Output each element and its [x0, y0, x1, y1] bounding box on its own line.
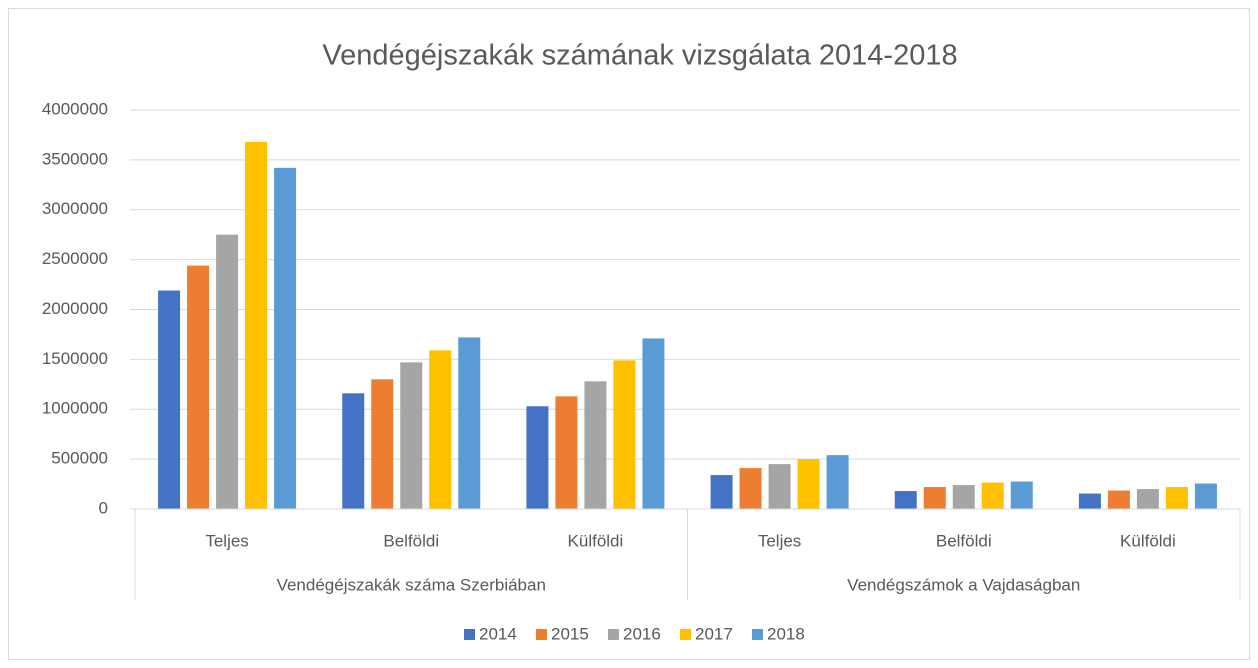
y-tick-label: 1500000 [42, 349, 108, 368]
bar [1010, 481, 1033, 509]
bar [613, 360, 636, 509]
legend-label: 2017 [695, 624, 733, 643]
x-tick-label: Belföldi [936, 531, 992, 550]
y-tick-label: 0 [99, 498, 108, 517]
bar [1078, 493, 1101, 509]
bar [1165, 487, 1188, 509]
bar [642, 338, 665, 509]
y-tick-label: 500000 [51, 449, 108, 468]
legend-label: 2016 [623, 624, 661, 643]
legend-label: 2014 [479, 624, 517, 643]
bar [400, 362, 423, 509]
legend-swatch [680, 629, 691, 640]
group-label: Vendégéjszakák száma Szerbiában [277, 575, 546, 594]
bar [826, 455, 849, 509]
bar [797, 459, 820, 509]
legend-label: 2015 [551, 624, 589, 643]
x-tick-label: Belföldi [383, 531, 439, 550]
bar [342, 393, 365, 509]
bar [555, 396, 578, 509]
bar [584, 381, 607, 509]
bar [371, 379, 394, 509]
bar [952, 485, 975, 509]
bar [187, 265, 210, 509]
y-tick-label: 1000000 [42, 399, 108, 418]
bar [158, 290, 181, 509]
legend-swatch [752, 629, 763, 640]
x-tick-label: Teljes [758, 531, 801, 550]
y-tick-label: 4000000 [42, 99, 108, 118]
bar [1107, 490, 1130, 509]
bar [216, 234, 239, 509]
y-tick-label: 3500000 [42, 149, 108, 168]
bar [429, 350, 452, 509]
group-label: Vendégszámok a Vajdaságban [847, 575, 1080, 594]
x-tick-label: Külföldi [568, 531, 624, 550]
bar [923, 487, 946, 509]
bar [1194, 483, 1217, 509]
bar [274, 167, 297, 510]
bar [1136, 489, 1159, 509]
chart-title: Vendégéjszakák számának vizsgálata 2014-… [322, 40, 957, 72]
bar [981, 482, 1004, 509]
legend-swatch [536, 629, 547, 640]
chart-border [8, 8, 1250, 660]
legend-swatch [464, 629, 475, 640]
y-tick-label: 2500000 [42, 249, 108, 268]
x-tick-label: Teljes [205, 531, 248, 550]
bar [894, 491, 917, 509]
bar [526, 406, 549, 509]
y-tick-label: 2000000 [42, 299, 108, 318]
x-tick-label: Külföldi [1120, 531, 1176, 550]
bar [768, 464, 791, 509]
bar [458, 337, 481, 509]
bar [245, 141, 268, 510]
legend-label: 2018 [767, 624, 805, 643]
bar [739, 468, 762, 509]
bar [710, 475, 733, 509]
y-tick-label: 3000000 [42, 199, 108, 218]
legend-swatch [608, 629, 619, 640]
